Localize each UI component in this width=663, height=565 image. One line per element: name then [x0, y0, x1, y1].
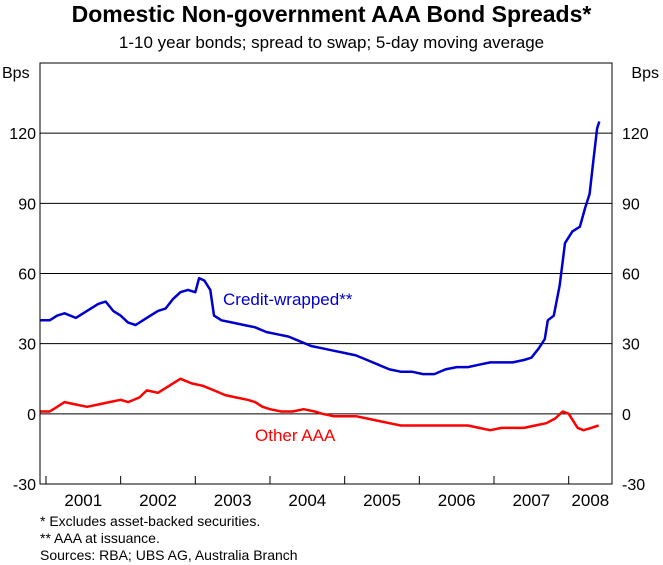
x-tick-label-2002: 2002 [139, 491, 177, 510]
y-tick-label-right: -30 [622, 477, 645, 494]
x-tick-label-2006: 2006 [438, 491, 476, 510]
x-tick-label-2001: 2001 [64, 491, 102, 510]
y-tick-label-left: -30 [13, 477, 36, 494]
chart-svg: -30 0 30 60 90 120 -30 0 30 60 90 120 2001 2002 2003… [2, 62, 659, 510]
y-tick-label-left: 0 [27, 407, 36, 424]
x-tick-label-2007: 2007 [512, 491, 550, 510]
y-axis-left-labels: -30 0 30 60 90 120 [9, 126, 36, 494]
x-tick-label-2003: 2003 [214, 491, 252, 510]
footnote-asset-backed: * Excludes asset-backed securities. [40, 513, 261, 529]
y-tick-label-right: 0 [622, 407, 631, 424]
series-line-other-aaa [40, 377, 599, 432]
y-tick-label-left: 120 [9, 126, 36, 143]
x-tick-label-2005: 2005 [363, 491, 401, 510]
annotation-other-aaa: Other AAA [255, 426, 336, 445]
y-tick-label-right: 60 [622, 267, 640, 284]
chart-subtitle: 1-10 year bonds; spread to swap; 5-day m… [118, 33, 545, 52]
plot-frame [39, 62, 613, 485]
chart-title: Domestic Non-government AAA Bond Spreads… [71, 1, 592, 27]
annotation-credit-wrapped: Credit-wrapped** [223, 290, 353, 309]
gridlines [40, 132, 612, 415]
x-axis-labels: 2001 2002 2003 2004 2005 2006 2007 2008 [64, 491, 609, 510]
y-tick-label-right: 30 [622, 337, 640, 354]
y-tick-label-left: 60 [18, 267, 36, 284]
y-axis-right-labels: -30 0 30 60 90 120 [622, 126, 649, 494]
x-year-ticks [45, 476, 570, 484]
y-axis-right-unit: Bps [631, 65, 659, 82]
series-layer [40, 121, 601, 432]
footnote-aaa-issuance: ** AAA at issuance. [40, 530, 160, 546]
footnote-sources: Sources: RBA; UBS AG, Australia Branch [40, 547, 298, 563]
series-line-credit-wrapped [40, 121, 601, 376]
y-tick-label-left: 30 [18, 337, 36, 354]
y-tick-label-right: 120 [622, 126, 649, 143]
x-tick-label-2004: 2004 [288, 491, 326, 510]
y-tick-label-left: 90 [18, 196, 36, 213]
x-tick-label-2008: 2008 [571, 491, 609, 510]
y-axis-left-unit: Bps [2, 65, 30, 82]
y-tick-label-right: 90 [622, 196, 640, 213]
